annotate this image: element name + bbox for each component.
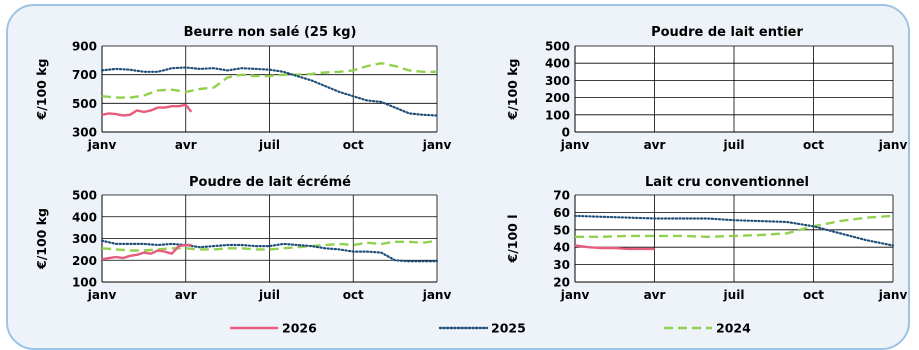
y-tick-label: 100	[545, 108, 570, 122]
chart-4: 20 30 40 50 60 70 janv avr juil oct janv Lait cru c…	[505, 175, 907, 302]
x-tick-label: janv	[422, 138, 452, 152]
x-tick-label: janv	[87, 288, 117, 302]
y-tick-label: 20	[553, 276, 570, 290]
y-tick-label: 50	[553, 223, 570, 237]
series-line-2026	[101, 243, 192, 261]
series-line-2026	[574, 244, 655, 251]
x-tick-label: janv	[878, 138, 908, 152]
x-tick-label: oct	[803, 138, 824, 152]
legend-label-2025: 2025	[491, 321, 526, 336]
y-tick-label: 200	[545, 91, 570, 105]
y-tick-label: 500	[545, 40, 570, 54]
y-tick-label: 500	[72, 97, 97, 111]
x-tick-label: oct	[803, 288, 824, 302]
x-tick-label: janv	[560, 288, 590, 302]
x-tick-label: janv	[878, 288, 908, 302]
series-line-2025	[100, 239, 439, 263]
chart-title: Beurre non salé (25 kg)	[184, 25, 357, 40]
y-tick-label: 300	[72, 232, 97, 246]
chart-title: Poudre de lait entier	[651, 25, 803, 40]
legend: 2026 2025 2024	[230, 321, 751, 336]
y-axis-label: €/100 l	[505, 215, 520, 264]
x-tick-label: juil	[723, 288, 745, 302]
x-tick-label: avr	[175, 138, 197, 152]
chart-2: 0 100 200 300 400 500 janv avr juil oct janv Poudre…	[505, 25, 907, 152]
series-line-2026	[101, 103, 193, 117]
chart-title: Lait cru conventionnel	[645, 175, 809, 190]
y-tick-label: 900	[72, 40, 97, 54]
y-axis-label: €/100 kg	[34, 59, 49, 121]
y-axis-label: €/100 kg	[505, 59, 520, 121]
x-tick-label: janv	[422, 288, 452, 302]
y-tick-label: 400	[545, 57, 570, 71]
y-tick-label: 0	[562, 126, 570, 140]
y-tick-label: 200	[72, 254, 97, 268]
x-tick-label: oct	[343, 138, 364, 152]
x-tick-label: avr	[175, 288, 197, 302]
y-tick-label: 300	[72, 126, 97, 140]
x-tick-label: janv	[87, 138, 117, 152]
series-line-2025	[100, 66, 439, 117]
x-tick-label: juil	[258, 138, 280, 152]
y-tick-label: 70	[553, 189, 570, 203]
y-tick-label: 60	[553, 206, 570, 220]
y-tick-label: 400	[72, 210, 97, 224]
y-tick-label: 40	[553, 241, 570, 255]
y-tick-label: 300	[545, 74, 570, 88]
series-line-2025	[573, 214, 895, 247]
chart-1: 300 500 700 900 janv avr juil oct janv Beurre non…	[34, 25, 451, 152]
x-tick-label: juil	[723, 138, 745, 152]
x-tick-label: juil	[258, 288, 280, 302]
chart-title: Poudre de lait écrémé	[189, 175, 351, 190]
legend-label-2024: 2024	[716, 321, 751, 336]
y-tick-label: 500	[72, 189, 97, 203]
x-tick-label: avr	[644, 138, 666, 152]
y-tick-label: 30	[553, 258, 570, 272]
series-line-2024	[575, 214, 894, 239]
x-tick-label: oct	[343, 288, 364, 302]
series-line-2024	[101, 62, 437, 99]
y-axis-label: €/100 kg	[34, 208, 49, 270]
x-tick-label: janv	[560, 138, 590, 152]
y-tick-label: 100	[72, 276, 97, 290]
legend-label-2026: 2026	[282, 321, 317, 336]
y-tick-label: 700	[72, 68, 97, 82]
x-tick-label: avr	[644, 288, 666, 302]
chart-3: 100 200 300 400 500 janv avr juil oct janv Poudre …	[34, 175, 451, 302]
